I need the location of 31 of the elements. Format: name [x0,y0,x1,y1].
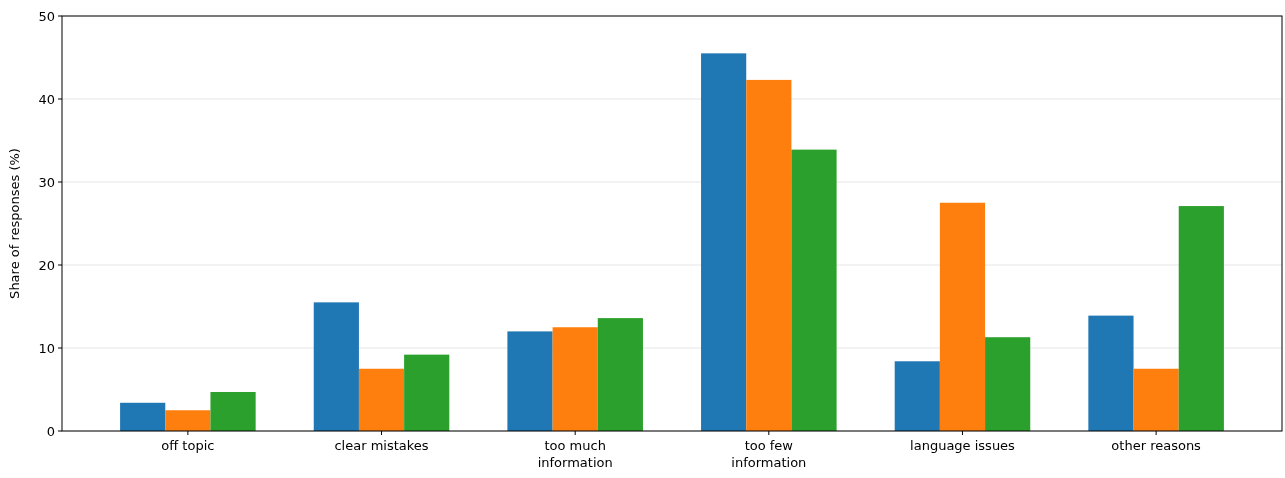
y-tick-label: 10 [38,340,55,356]
bar [552,327,598,431]
bar [701,53,747,431]
bar [404,354,450,431]
y-axis-title: Share of responses (%) [7,148,22,299]
bar [894,361,940,431]
x-tick-label: too few information [731,438,807,470]
bar [120,402,166,431]
y-tick-label: 0 [46,423,55,439]
bar [358,368,405,431]
x-tick-label: other reasons [1111,438,1202,453]
bar [507,331,553,431]
x-tick-label: language issues [910,438,1016,453]
bar [210,391,256,431]
x-tick-label: clear mistakes [334,438,429,453]
bar [1088,315,1134,431]
bar [1178,206,1224,431]
bar [1133,368,1179,431]
y-tick-label: 20 [38,257,55,273]
bar [791,149,837,431]
bar [597,318,643,431]
x-tick-label: off topic [161,438,215,453]
bar [746,79,792,431]
bar [313,302,359,431]
x-tick-label: too much information [537,438,613,470]
y-tick-label: 30 [38,174,55,190]
y-tick-label: 40 [38,91,55,107]
bar [165,410,211,431]
y-tick-label: 50 [38,8,55,24]
bar [939,202,986,431]
bar [985,337,1031,431]
